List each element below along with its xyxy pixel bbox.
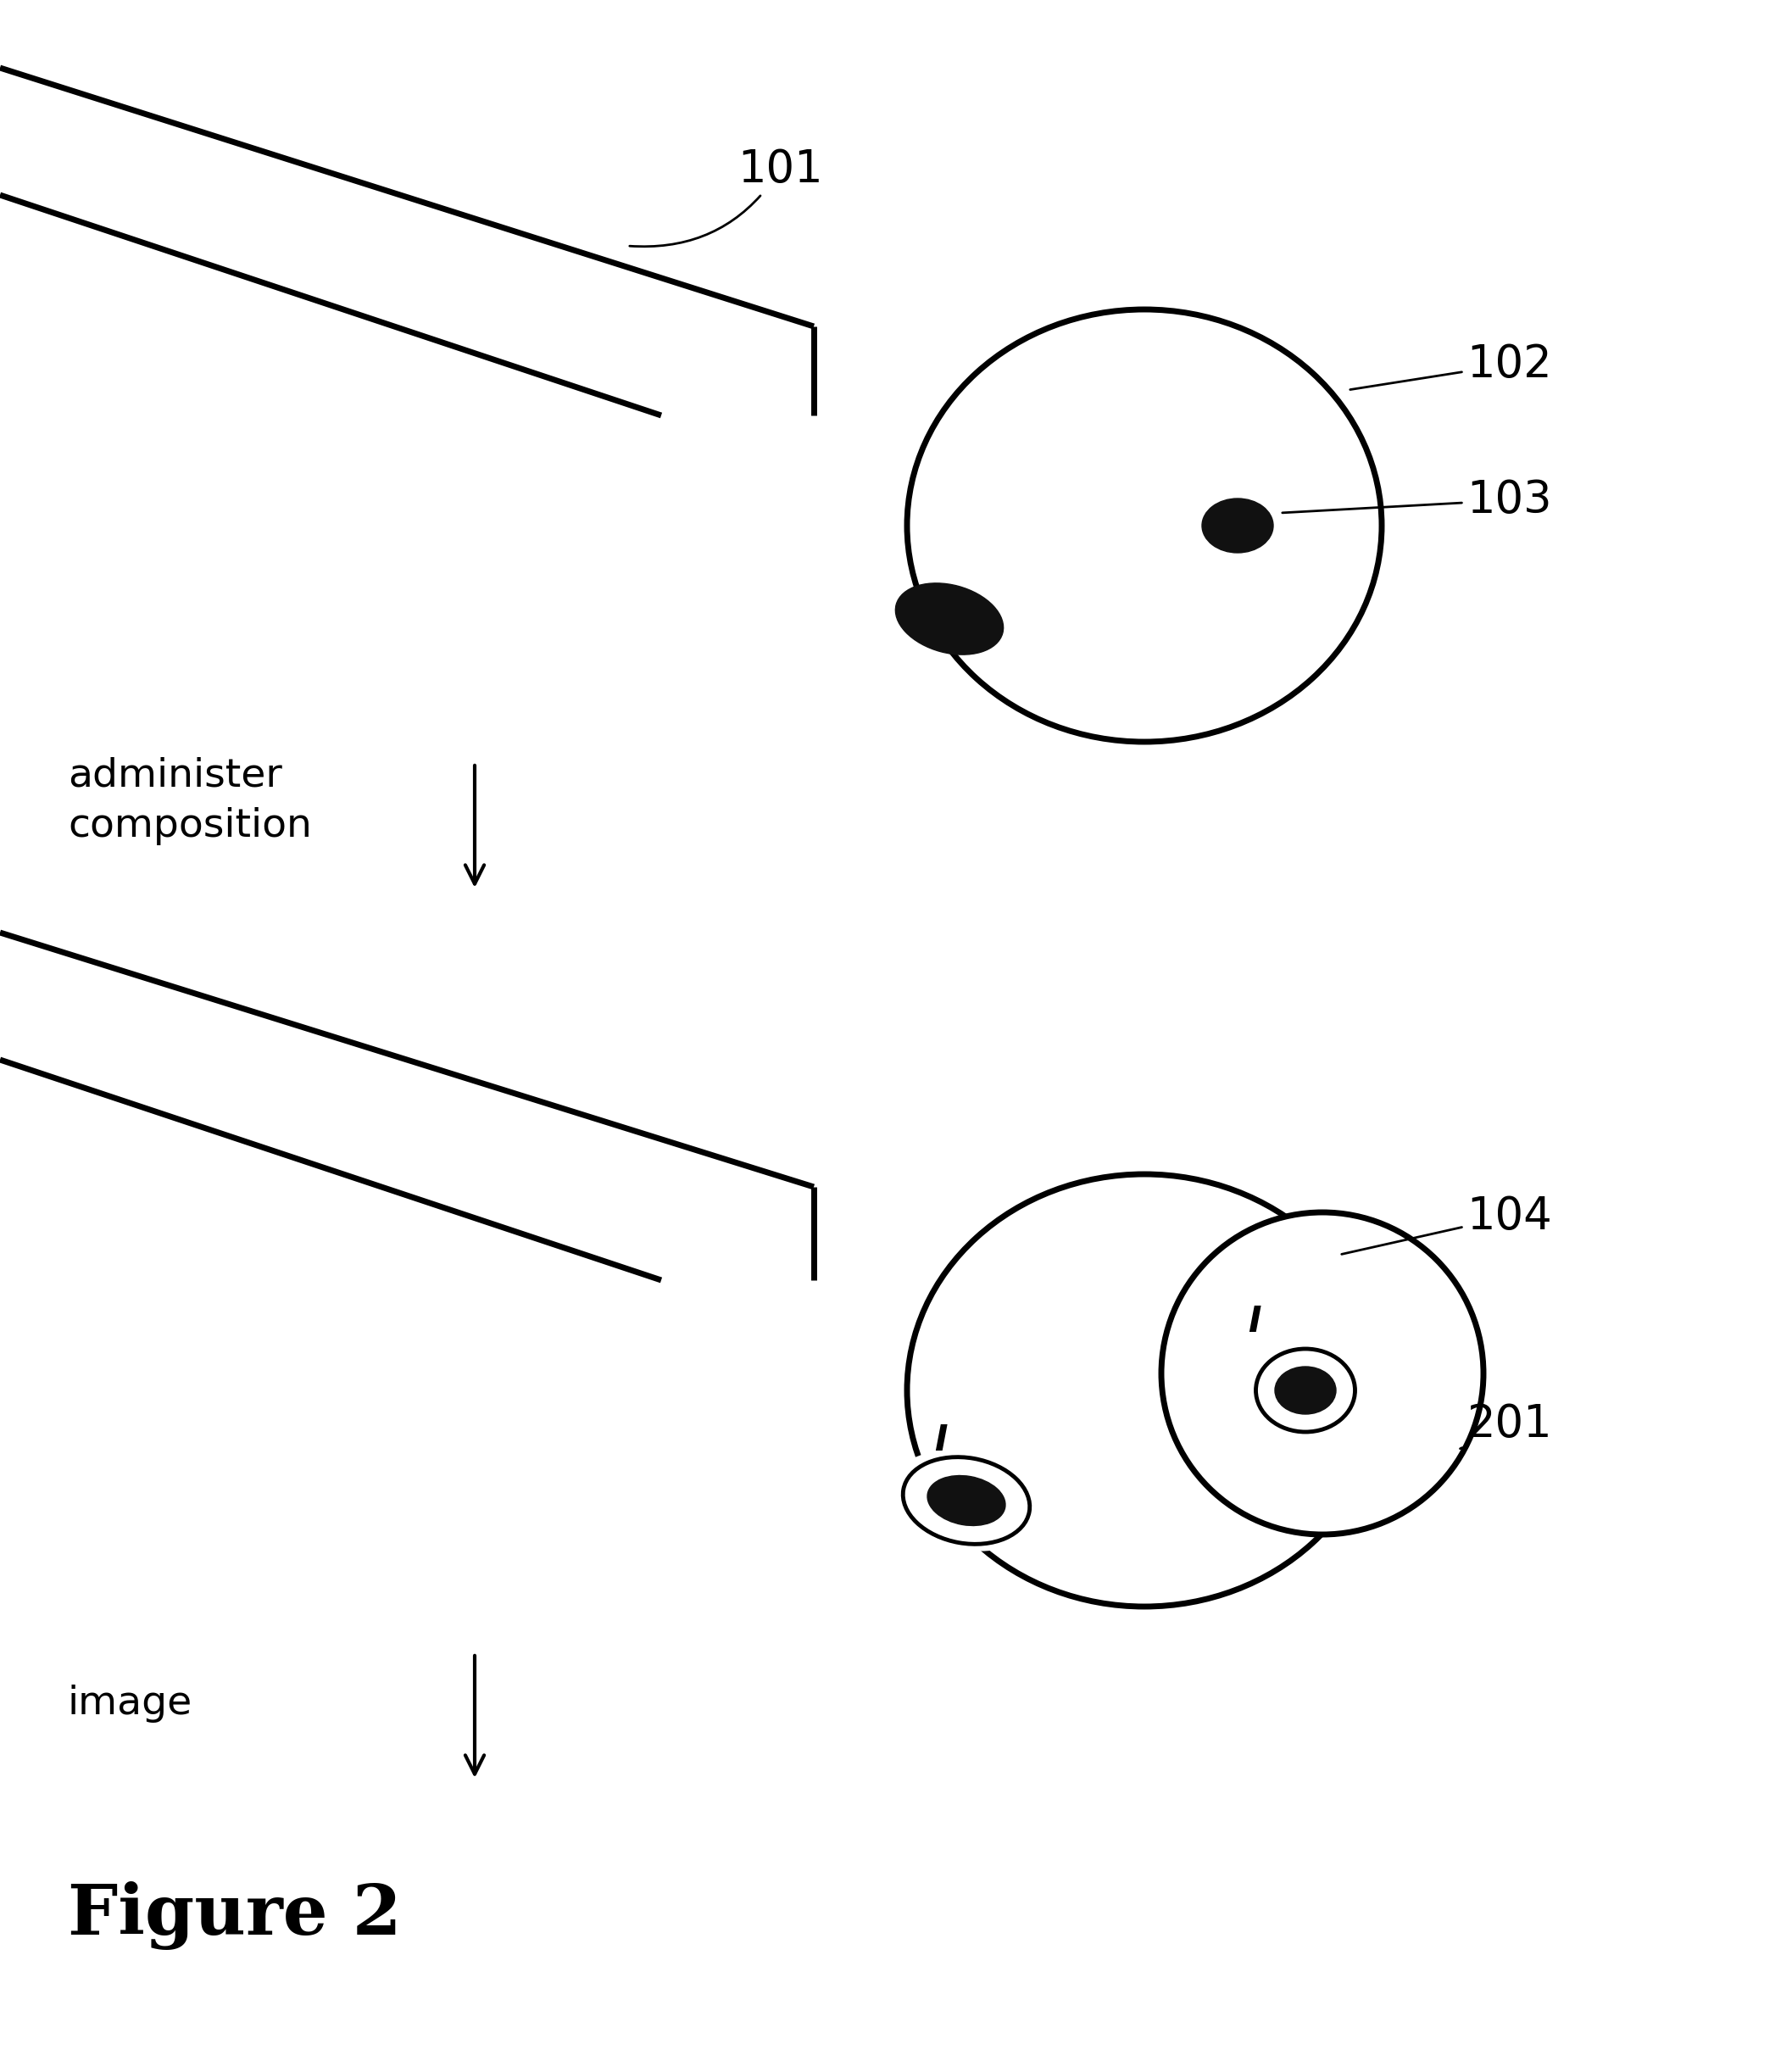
Text: 201: 201: [1460, 1403, 1552, 1448]
Ellipse shape: [903, 1457, 1030, 1544]
Text: Figure 2: Figure 2: [68, 1881, 401, 1950]
Ellipse shape: [907, 309, 1382, 742]
Text: 101: 101: [629, 147, 823, 247]
Ellipse shape: [1161, 1212, 1484, 1535]
Text: 103: 103: [1283, 479, 1552, 522]
Ellipse shape: [1274, 1368, 1337, 1413]
Text: 102: 102: [1349, 342, 1552, 390]
Text: I: I: [934, 1423, 948, 1459]
Ellipse shape: [1202, 499, 1274, 553]
Ellipse shape: [928, 1475, 1005, 1525]
Ellipse shape: [889, 1450, 1045, 1550]
Ellipse shape: [1256, 1349, 1355, 1432]
Ellipse shape: [1244, 1343, 1367, 1438]
Text: I: I: [1247, 1303, 1262, 1339]
Text: 104: 104: [1342, 1196, 1552, 1254]
Ellipse shape: [896, 582, 1004, 655]
Ellipse shape: [907, 1175, 1382, 1606]
Text: image: image: [68, 1685, 192, 1724]
Text: administer
composition: administer composition: [68, 756, 312, 845]
